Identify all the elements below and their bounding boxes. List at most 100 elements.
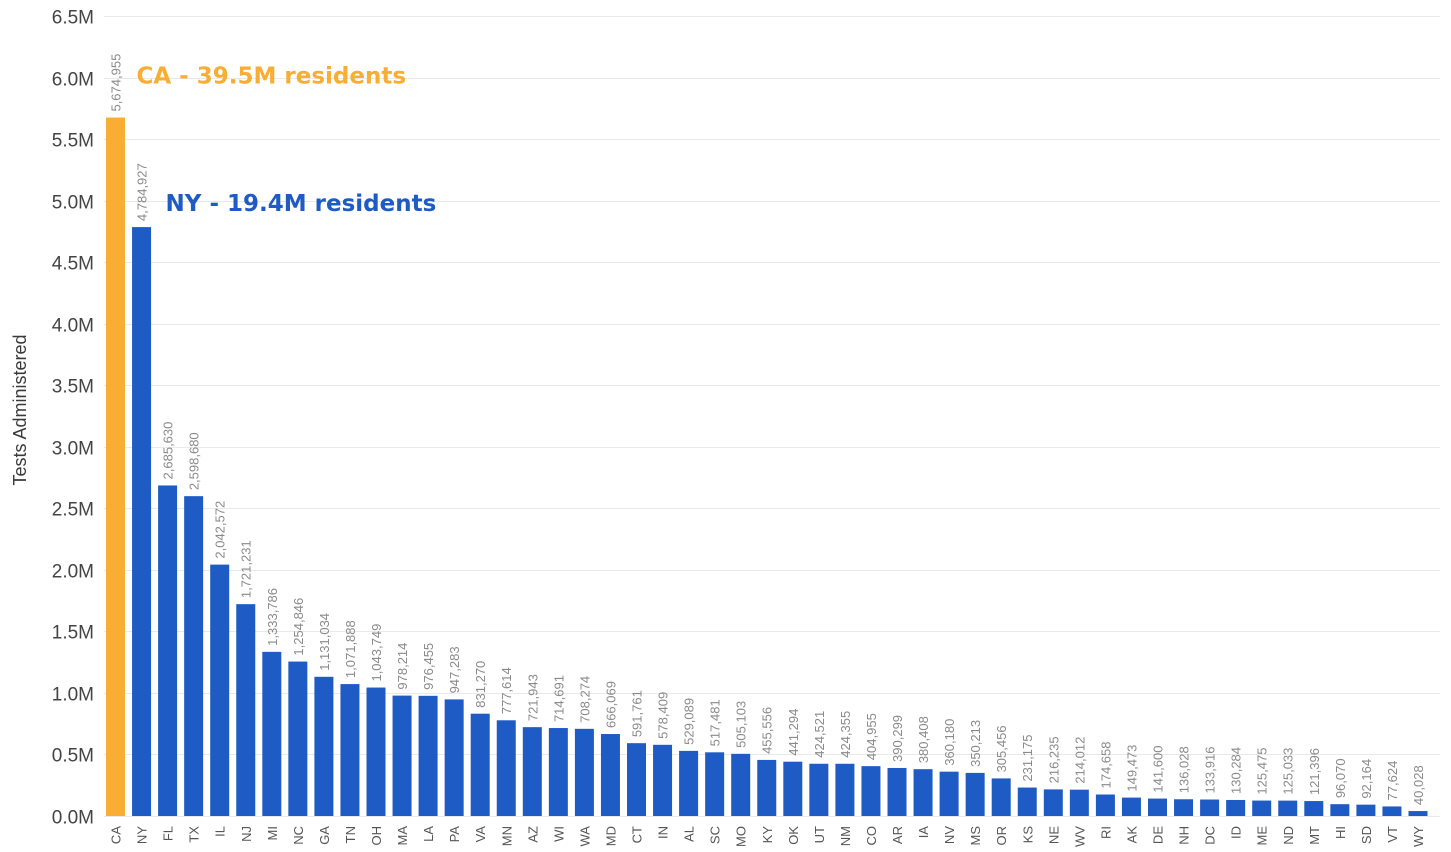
bar-al	[679, 750, 699, 816]
value-label-md: 666,069	[603, 681, 618, 728]
y-tick-label: 4.0M	[52, 316, 94, 337]
category-label-in: IN	[656, 826, 671, 839]
y-tick-label: 3.5M	[52, 377, 94, 398]
bar-ri	[1095, 794, 1115, 816]
value-label-ar: 390,299	[890, 715, 905, 762]
category-label-la: LA	[421, 826, 436, 842]
category-label-ut: UT	[812, 826, 827, 843]
value-label-ok: 441,294	[786, 709, 801, 756]
bar-mn	[496, 720, 516, 816]
bar-ar	[887, 767, 907, 816]
category-label-sd: SD	[1359, 826, 1374, 844]
value-label-me: 125,475	[1255, 748, 1270, 795]
category-label-nv: NV	[942, 826, 957, 844]
category-label-nc: NC	[291, 826, 306, 845]
value-label-wa: 708,274	[577, 676, 592, 723]
category-label-ct: CT	[630, 826, 645, 843]
value-label-va: 831,270	[473, 661, 488, 708]
bar-wi	[548, 728, 568, 816]
category-label-wv: WV	[1072, 826, 1087, 847]
bar-ny	[132, 227, 152, 817]
bar-mi	[262, 651, 282, 816]
category-label-hi: HI	[1333, 826, 1348, 839]
bar-ct	[627, 743, 646, 816]
value-label-nd: 125,033	[1281, 748, 1296, 795]
category-label-mn: MN	[499, 826, 514, 846]
value-label-nj: 1,721,231	[239, 540, 254, 598]
bar-nm	[835, 763, 855, 816]
bar-ok	[783, 761, 803, 816]
value-label-ks: 231,175	[1020, 735, 1035, 782]
category-label-mt: MT	[1307, 826, 1322, 845]
bar-tx	[184, 496, 204, 816]
value-label-nv: 360,180	[942, 719, 957, 766]
category-label-nd: ND	[1281, 826, 1296, 845]
category-label-fl: FL	[161, 826, 176, 841]
value-label-ne: 216,235	[1046, 736, 1061, 783]
value-label-il: 2,042,572	[213, 501, 228, 559]
bar-mo	[731, 753, 751, 816]
bar-ia	[913, 769, 933, 816]
value-label-ga: 1,131,034	[317, 613, 332, 671]
bar-ky	[757, 759, 777, 816]
value-label-fl: 2,685,630	[161, 422, 176, 480]
annotations: CA - 39.5M residents NY - 19.4M residents	[137, 64, 437, 218]
category-label-ri: RI	[1098, 826, 1113, 839]
y-tick-label: 1.0M	[52, 685, 94, 706]
category-label-pa: PA	[447, 826, 462, 843]
category-label-ok: OK	[786, 826, 801, 845]
value-label-ms: 350,213	[968, 720, 983, 767]
bars	[106, 117, 1428, 817]
category-label-sc: SC	[708, 826, 723, 844]
bar-il	[210, 564, 230, 816]
value-label-az: 721,943	[525, 674, 540, 721]
category-label-de: DE	[1151, 826, 1166, 844]
value-label-hi: 96,070	[1333, 758, 1348, 798]
value-label-vt: 77,624	[1385, 761, 1400, 801]
value-label-pa: 947,283	[447, 646, 462, 693]
value-label-al: 529,089	[682, 698, 697, 745]
bar-ga	[314, 676, 334, 816]
y-tick-label: 0.0M	[52, 808, 94, 829]
bar-nj	[236, 604, 256, 816]
category-label-md: MD	[603, 826, 618, 846]
bar-wv	[1069, 789, 1089, 816]
bar-ca	[106, 117, 125, 817]
y-tick-label: 3.0M	[52, 439, 94, 460]
category-label-al: AL	[682, 826, 697, 842]
bar-pa	[444, 699, 464, 816]
value-label-mi: 1,333,786	[265, 588, 280, 646]
bar-sd	[1356, 804, 1376, 816]
y-tick-label: 2.5M	[52, 500, 94, 521]
category-label-ne: NE	[1046, 826, 1061, 844]
bar-mt	[1304, 801, 1324, 816]
value-label-ak: 149,473	[1124, 745, 1139, 792]
value-label-mn: 777,614	[499, 667, 514, 714]
category-label-mo: MO	[734, 826, 749, 847]
bar-az	[522, 727, 542, 816]
category-label-wi: WI	[551, 826, 566, 842]
bar-nd	[1278, 800, 1298, 816]
bar-tn	[340, 684, 360, 816]
bar-id	[1226, 799, 1246, 816]
value-label-in: 578,409	[656, 692, 671, 739]
bar-ms	[965, 772, 985, 816]
bar-nh	[1174, 799, 1194, 816]
category-label-or: OR	[994, 826, 1009, 846]
category-label-me: ME	[1255, 826, 1270, 846]
y-tick-label: 6.0M	[52, 70, 94, 91]
bar-oh	[366, 687, 386, 816]
bar-sc	[705, 752, 725, 816]
value-label-ma: 978,214	[395, 643, 410, 690]
category-label-ar: AR	[890, 826, 905, 844]
grid-lines	[104, 16, 1440, 817]
y-tick-label: 0.5M	[52, 746, 94, 767]
category-label-wa: WA	[577, 826, 592, 847]
category-label-nj: NJ	[239, 826, 254, 842]
value-label-wi: 714,691	[551, 675, 566, 722]
bar-ne	[1043, 789, 1063, 816]
bar-dc	[1200, 799, 1220, 816]
category-labels: CA NY FL TX IL NJ MI NC GA TN OH MA LA PA VA MN AZ WI WA MD…	[109, 826, 1427, 847]
bar-ak	[1121, 797, 1141, 816]
